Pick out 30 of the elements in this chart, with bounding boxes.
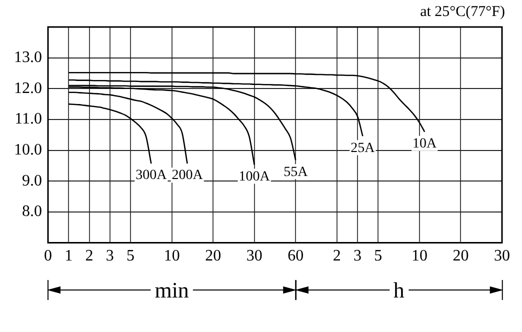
x-tick-label: 2 — [332, 248, 341, 265]
x-tick-label: 10 — [164, 248, 180, 265]
y-tick-label: 10.0 — [14, 142, 42, 159]
x-tick-label: 3 — [106, 248, 114, 265]
y-tick-label: 13.0 — [14, 49, 42, 66]
y-tick-label: 8.0 — [22, 203, 42, 220]
series-label: 25A — [350, 140, 376, 156]
x-tick-label: 10 — [411, 248, 428, 265]
x-tick-label: 30 — [494, 248, 510, 265]
y-tick-label: 9.0 — [22, 172, 42, 190]
x-tick-label: 0 — [44, 248, 52, 265]
series-label: 10A — [412, 136, 438, 152]
x-tick-label: 2 — [85, 248, 94, 265]
series-label: 200A — [172, 168, 204, 184]
x-tick-label: 5 — [374, 248, 382, 265]
text: h — [393, 278, 404, 303]
text: min — [154, 278, 189, 303]
x-tick-label: 3 — [354, 248, 362, 265]
x-tick-label: 30 — [246, 248, 262, 265]
x-tick-label: 5 — [126, 248, 135, 265]
x-tick-label: 1 — [64, 248, 73, 265]
x-tick-label: 20 — [452, 248, 469, 265]
series-label: 100A — [238, 169, 271, 184]
y-tick-label: 12.0 — [14, 80, 42, 97]
series-label: 300A — [136, 168, 168, 184]
x-tick-label: 60 — [288, 248, 304, 265]
series-label: 55A — [284, 164, 309, 180]
y-tick-label: 11.0 — [14, 110, 42, 128]
text: at 25°C(77°F) — [420, 4, 505, 20]
x-tick-label: 20 — [205, 248, 222, 265]
